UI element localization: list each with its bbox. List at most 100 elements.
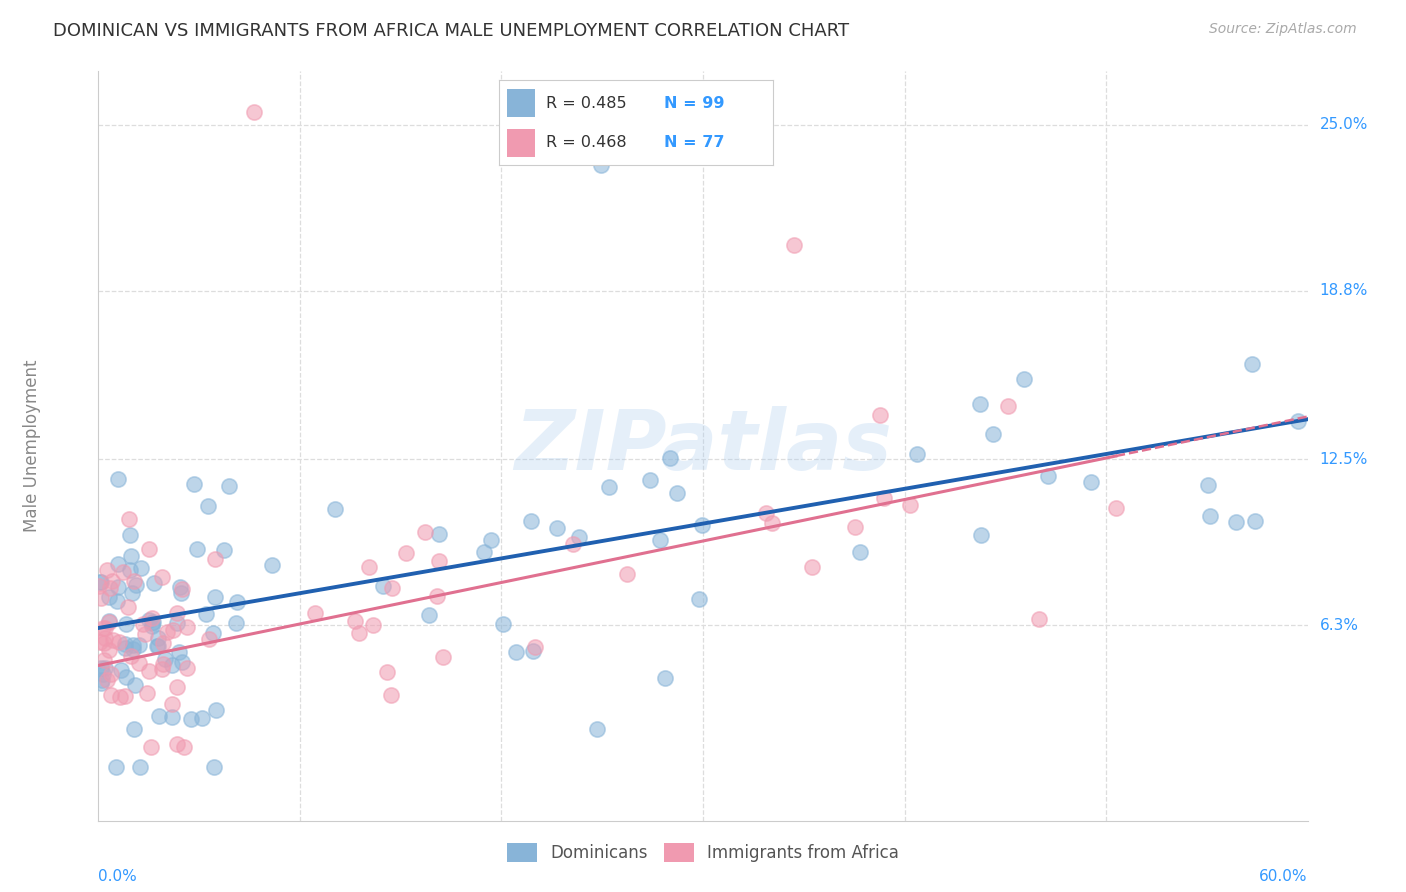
Point	[361, 617, 384, 632]
Point	[141, 615, 163, 630]
Point	[472, 545, 495, 559]
Point	[801, 560, 824, 574]
Point	[93, 653, 115, 667]
Point	[90, 661, 112, 675]
Point	[89, 574, 111, 589]
Point	[145, 640, 167, 654]
Point	[666, 486, 689, 500]
Point	[87, 579, 110, 593]
Point	[134, 626, 156, 640]
Text: ZIPatlas: ZIPatlas	[515, 406, 891, 486]
Point	[169, 580, 191, 594]
Point	[166, 607, 188, 621]
Point	[969, 396, 991, 410]
Point	[110, 663, 132, 677]
Point	[761, 516, 783, 531]
Point	[122, 574, 145, 588]
Point	[118, 563, 141, 577]
Point	[381, 581, 404, 595]
Point	[153, 652, 176, 666]
Point	[323, 501, 346, 516]
Text: N = 77: N = 77	[664, 135, 724, 150]
Point	[395, 546, 418, 560]
Point	[89, 575, 111, 590]
Point	[1012, 372, 1035, 386]
Point	[524, 640, 547, 654]
Point	[100, 666, 122, 681]
Point	[195, 607, 218, 621]
Point	[128, 657, 150, 671]
Point	[204, 760, 226, 774]
Point	[1199, 508, 1222, 523]
Point	[141, 611, 163, 625]
Point	[124, 678, 146, 692]
Point	[114, 670, 136, 684]
Point	[110, 690, 132, 704]
Point	[873, 491, 896, 505]
Point	[148, 708, 170, 723]
Point	[905, 447, 928, 461]
Point	[94, 621, 117, 635]
Text: 60.0%: 60.0%	[1260, 869, 1308, 884]
Point	[568, 530, 591, 544]
Point	[160, 710, 183, 724]
Point	[260, 558, 283, 573]
Point	[148, 632, 170, 646]
Point	[849, 545, 872, 559]
Point	[380, 688, 402, 702]
Legend: Dominicans, Immigrants from Africa: Dominicans, Immigrants from Africa	[501, 836, 905, 869]
Point	[107, 580, 129, 594]
Text: 0.0%: 0.0%	[98, 869, 138, 884]
Point	[225, 616, 247, 631]
Point	[90, 591, 112, 605]
Point	[981, 427, 1004, 442]
Point	[783, 238, 806, 252]
Point	[142, 615, 165, 629]
Point	[91, 621, 114, 635]
Point	[1240, 357, 1263, 371]
Point	[170, 655, 193, 669]
Text: 12.5%: 12.5%	[1320, 452, 1368, 467]
Point	[100, 689, 122, 703]
Point	[225, 594, 247, 608]
Point	[91, 667, 114, 681]
Point	[204, 552, 226, 566]
Point	[638, 473, 661, 487]
Point	[659, 451, 682, 466]
Point	[131, 561, 153, 575]
Text: Male Unemployment: Male Unemployment	[22, 359, 41, 533]
Point	[546, 521, 568, 535]
Point	[122, 641, 145, 656]
Text: Source: ZipAtlas.com: Source: ZipAtlas.com	[1209, 22, 1357, 37]
Point	[201, 626, 224, 640]
Point	[520, 514, 543, 528]
Point	[135, 686, 157, 700]
Point	[160, 657, 183, 672]
Point	[970, 528, 993, 542]
Point	[492, 617, 515, 632]
Point	[869, 408, 891, 422]
Point	[100, 574, 122, 588]
Point	[1243, 514, 1265, 528]
Point	[1197, 478, 1219, 492]
Point	[138, 614, 160, 628]
Text: 25.0%: 25.0%	[1320, 118, 1368, 132]
Point	[585, 722, 607, 736]
Point	[176, 661, 198, 675]
Point	[218, 479, 240, 493]
Point	[616, 566, 638, 581]
Point	[373, 579, 395, 593]
Point	[107, 472, 129, 486]
Point	[375, 665, 398, 679]
Point	[648, 533, 671, 547]
Point	[150, 662, 173, 676]
Text: R = 0.468: R = 0.468	[546, 135, 626, 150]
Point	[91, 673, 114, 687]
Point	[122, 638, 145, 652]
Point	[90, 676, 112, 690]
Text: 18.8%: 18.8%	[1320, 284, 1368, 298]
Point	[128, 638, 150, 652]
Point	[98, 615, 121, 629]
Point	[114, 689, 136, 703]
Point	[94, 631, 117, 645]
